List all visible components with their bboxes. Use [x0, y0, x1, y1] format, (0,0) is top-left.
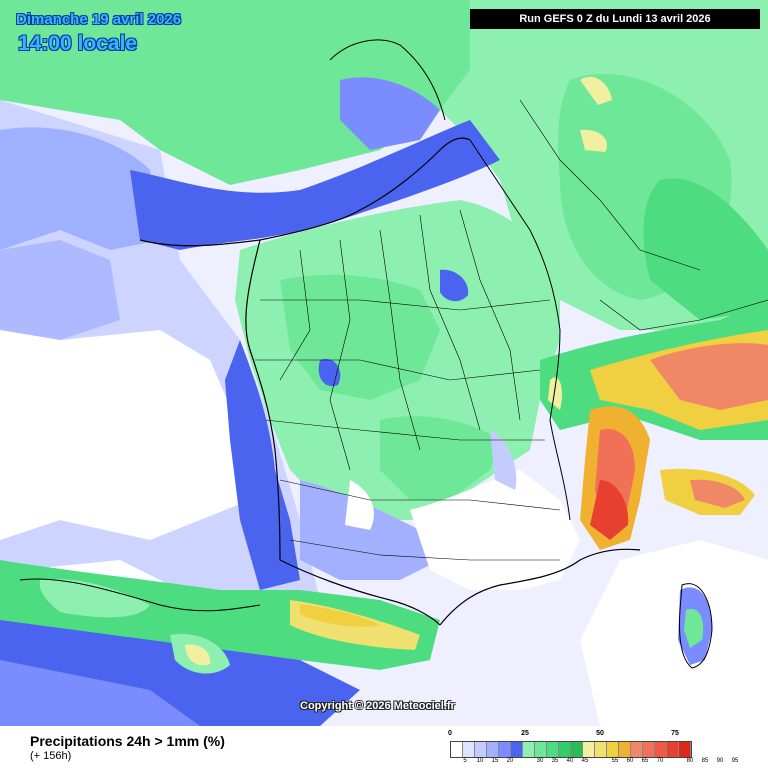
- legend-swatch: [607, 742, 619, 757]
- legend-swatch: [583, 742, 595, 757]
- legend-swatch: [511, 742, 523, 757]
- valid-date: Dimanche 19 avril 2026: [16, 11, 182, 28]
- valid-time: 14:00 locale: [18, 32, 138, 55]
- legend-major-tick: 0: [448, 730, 452, 737]
- legend-swatch: [487, 742, 499, 757]
- legend-swatch: [619, 742, 631, 757]
- legend-minor-tick: 5: [463, 758, 467, 764]
- legend-minor-tick: 85: [701, 758, 709, 764]
- legend-swatch: [499, 742, 511, 757]
- legend-minor-tick: 35: [551, 758, 559, 764]
- legend-minor-tick: 15: [491, 758, 499, 764]
- legend-swatch: [679, 742, 691, 757]
- copyright-text: Copyright © 2026 Meteociel.fr: [300, 700, 455, 712]
- probability-map: [0, 0, 768, 726]
- legend-swatch: [463, 742, 475, 757]
- legend-minor-tick: 20: [506, 758, 514, 764]
- legend-swatch: [535, 742, 547, 757]
- legend-swatch: [595, 742, 607, 757]
- legend-minor-tick: 45: [581, 758, 589, 764]
- legend-minor-tick: 55: [611, 758, 619, 764]
- legend-swatch: [655, 742, 667, 757]
- legend-major-tick: 25: [521, 730, 529, 737]
- map-area[interactable]: Dimanche 19 avril 2026 14:00 locale Run …: [0, 0, 768, 726]
- legend-minor-tick: 90: [716, 758, 724, 764]
- legend-minor-tick: 95: [731, 758, 739, 764]
- legend-color-bar: [450, 741, 692, 758]
- product-title: Precipitations 24h > 1mm (%): [30, 733, 225, 749]
- legend-swatch: [547, 742, 559, 757]
- legend-swatch: [451, 742, 463, 757]
- legend-panel: Precipitations 24h > 1mm (%) (+ 156h) 0 …: [0, 726, 768, 768]
- legend-minor-tick: 70: [656, 758, 664, 764]
- legend-minor-tick: 80: [686, 758, 694, 764]
- legend-swatch: [523, 742, 535, 757]
- legend-major-tick: 75: [671, 730, 679, 737]
- legend-swatch: [631, 742, 643, 757]
- legend-swatch: [643, 742, 655, 757]
- legend-minor-tick: 10: [476, 758, 484, 764]
- legend-minor-tick: 30: [536, 758, 544, 764]
- legend-swatch: [559, 742, 571, 757]
- lead-time: (+ 156h): [30, 750, 72, 762]
- legend-minor-tick: 60: [626, 758, 634, 764]
- legend-minor-tick: 40: [566, 758, 574, 764]
- legend-swatch: [571, 742, 583, 757]
- color-scale-legend: 0 25 50 75 5 10 15 20 30 35 40 45 55 60 …: [448, 730, 752, 764]
- legend-swatch: [667, 742, 679, 757]
- legend-major-tick: 50: [596, 730, 604, 737]
- legend-swatch: [475, 742, 487, 757]
- run-info: Run GEFS 0 Z du Lundi 13 avril 2026: [470, 9, 760, 29]
- legend-minor-tick: 65: [641, 758, 649, 764]
